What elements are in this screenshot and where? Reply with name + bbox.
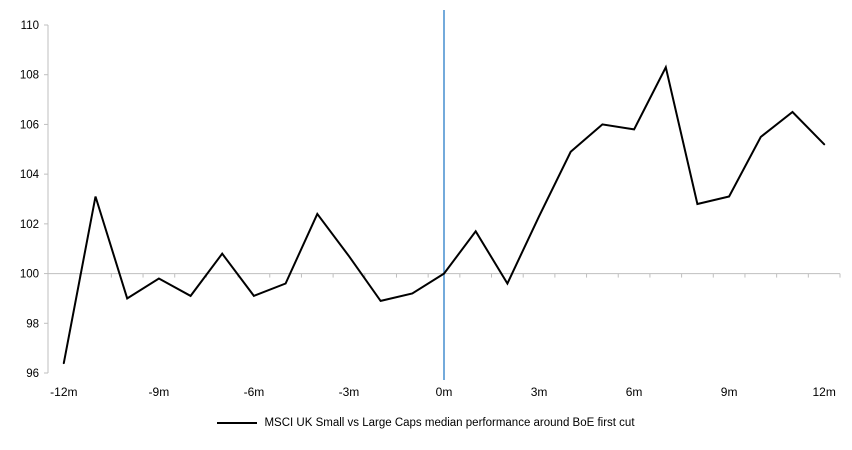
x-axis-label: 0m <box>436 385 453 399</box>
x-axis-label: -9m <box>149 385 170 399</box>
y-axis-label: 108 <box>20 70 39 82</box>
y-axis-label: 104 <box>20 169 40 181</box>
y-axis-label: 100 <box>20 269 39 281</box>
x-axis-label: 3m <box>531 385 548 399</box>
y-axis-label: 98 <box>26 318 39 330</box>
y-axis-label: 106 <box>20 119 39 131</box>
x-axis-label: 6m <box>626 385 643 399</box>
line-chart-canvas: 96 98 100 102 104 106 108 110 -12m -9m -6m -3m 0m 3m 6… <box>20 10 841 399</box>
y-axis-label: 102 <box>20 219 39 231</box>
x-axis-label: -3m <box>339 385 360 399</box>
y-axis-label: 96 <box>26 368 39 380</box>
legend-line-swatch <box>217 422 258 424</box>
series-line <box>62 64 826 365</box>
y-axis-label: 110 <box>21 20 39 32</box>
legend-label: MSCI UK Small vs Large Caps median perfo… <box>264 417 635 429</box>
x-axis-label: 12m <box>812 385 835 399</box>
x-axis-label: -6m <box>244 385 265 399</box>
x-axis-label: 9m <box>721 385 738 399</box>
legend: MSCI UK Small vs Large Caps median perfo… <box>0 417 852 429</box>
x-axis-label: -12m <box>50 385 77 399</box>
